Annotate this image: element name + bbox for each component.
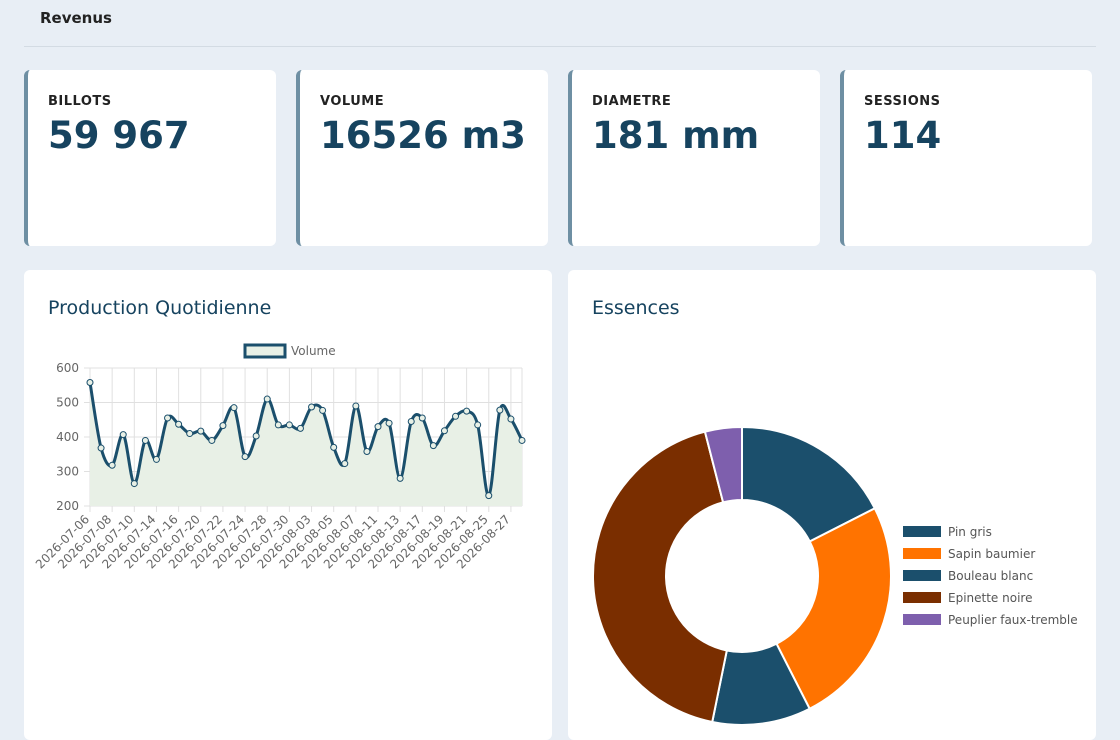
data-point (197, 427, 205, 435)
production-title: Production Quotidienne (48, 297, 272, 319)
data-point (285, 421, 293, 429)
data-point (485, 492, 493, 500)
data-point (463, 407, 471, 415)
kpi-label: SESSIONS (864, 94, 941, 109)
chart-legend: Volume (243, 343, 336, 359)
slice-peuplier-faux-tremble (703, 425, 743, 504)
data-point (108, 461, 116, 469)
y-tick-label: 600 (56, 361, 79, 375)
data-point (97, 444, 105, 452)
legend-label-peuplier-faux-tremble: Peuplier faux-tremble (948, 613, 1078, 627)
legend-swatch-pin-gris (903, 526, 941, 537)
production-card: Production Quotidienne Volume 200 300 400 50… (24, 270, 552, 740)
kpi-label: BILLOTS (48, 94, 112, 109)
kpi-value: 114 (864, 114, 942, 157)
data-point (407, 417, 415, 425)
legend-label-sapin-baumier: Sapin baumier (948, 547, 1035, 561)
data-point (86, 378, 94, 386)
data-point (418, 414, 426, 422)
production-line-chart: Volume2003004005006002026-07-062026-07-0… (33, 343, 526, 571)
data-point (330, 443, 338, 451)
legend-swatch-sapin-baumier (903, 548, 941, 559)
data-point (263, 395, 271, 403)
legend-swatch-epinette-noire (903, 592, 941, 603)
slice-epinette-noire (592, 430, 729, 724)
kpi-card-billots: BILLOTS 59 967 (24, 70, 276, 246)
y-tick-label: 300 (56, 465, 79, 479)
legend-label: Volume (291, 344, 336, 358)
data-point (352, 402, 360, 410)
data-point (396, 474, 404, 482)
kpi-value: 59 967 (48, 114, 190, 157)
data-point (308, 403, 316, 411)
data-point (429, 442, 437, 450)
y-tick-label: 200 (56, 499, 79, 513)
data-point (141, 436, 149, 444)
essences-donut-chart: Pin gris Sapin baumier Bouleau blanc Epinet… (592, 425, 1078, 726)
data-point (374, 423, 382, 431)
data-point (518, 436, 526, 444)
page-title: Revenus (40, 9, 112, 27)
data-point (230, 404, 238, 412)
data-point (440, 427, 448, 435)
slice-pin-gris (741, 425, 877, 543)
kpi-label: DIAMETRE (592, 94, 672, 109)
data-point (175, 420, 183, 428)
y-tick-label: 500 (56, 396, 79, 410)
essences-card: Essences Pin gris Sapin baumier Bouleau bl… (568, 270, 1096, 740)
data-point (208, 436, 216, 444)
data-point (507, 415, 515, 423)
data-point (152, 455, 160, 463)
series-area-volume (90, 382, 522, 506)
kpi-card-sessions: SESSIONS 114 (840, 70, 1092, 246)
kpi-value: 181 mm (592, 114, 760, 157)
data-point (341, 460, 349, 468)
data-point (474, 421, 482, 429)
data-point (186, 430, 194, 438)
legend-swatch-bouleau-blanc (903, 570, 941, 581)
kpi-card-volume: VOLUME 16526 m3 (296, 70, 548, 246)
legend-label-epinette-noire: Epinette noire (948, 591, 1032, 605)
data-point (241, 453, 249, 461)
data-point (385, 419, 393, 427)
page-header: Revenus (24, 0, 1096, 47)
data-point (296, 424, 304, 432)
legend-swatch-peuplier-faux-tremble (903, 614, 941, 625)
slice-sapin-baumier (775, 507, 892, 711)
kpi-value: 16526 m3 (320, 114, 526, 157)
kpi-card-diametre: DIAMETRE 181 mm (568, 70, 820, 246)
data-point (164, 414, 172, 422)
data-point (363, 447, 371, 455)
data-point (119, 431, 127, 439)
data-point (219, 422, 227, 430)
legend-label-bouleau-blanc: Bouleau blanc (948, 569, 1033, 583)
data-point (452, 412, 460, 420)
essences-title: Essences (592, 297, 680, 319)
data-point (496, 406, 504, 414)
data-point (319, 406, 327, 414)
data-point (252, 432, 260, 440)
kpi-label: VOLUME (320, 94, 385, 109)
legend-label-pin-gris: Pin gris (948, 525, 992, 539)
y-tick-label: 400 (56, 430, 79, 444)
data-point (130, 480, 138, 488)
data-point (274, 421, 282, 429)
legend-swatch (243, 343, 287, 359)
